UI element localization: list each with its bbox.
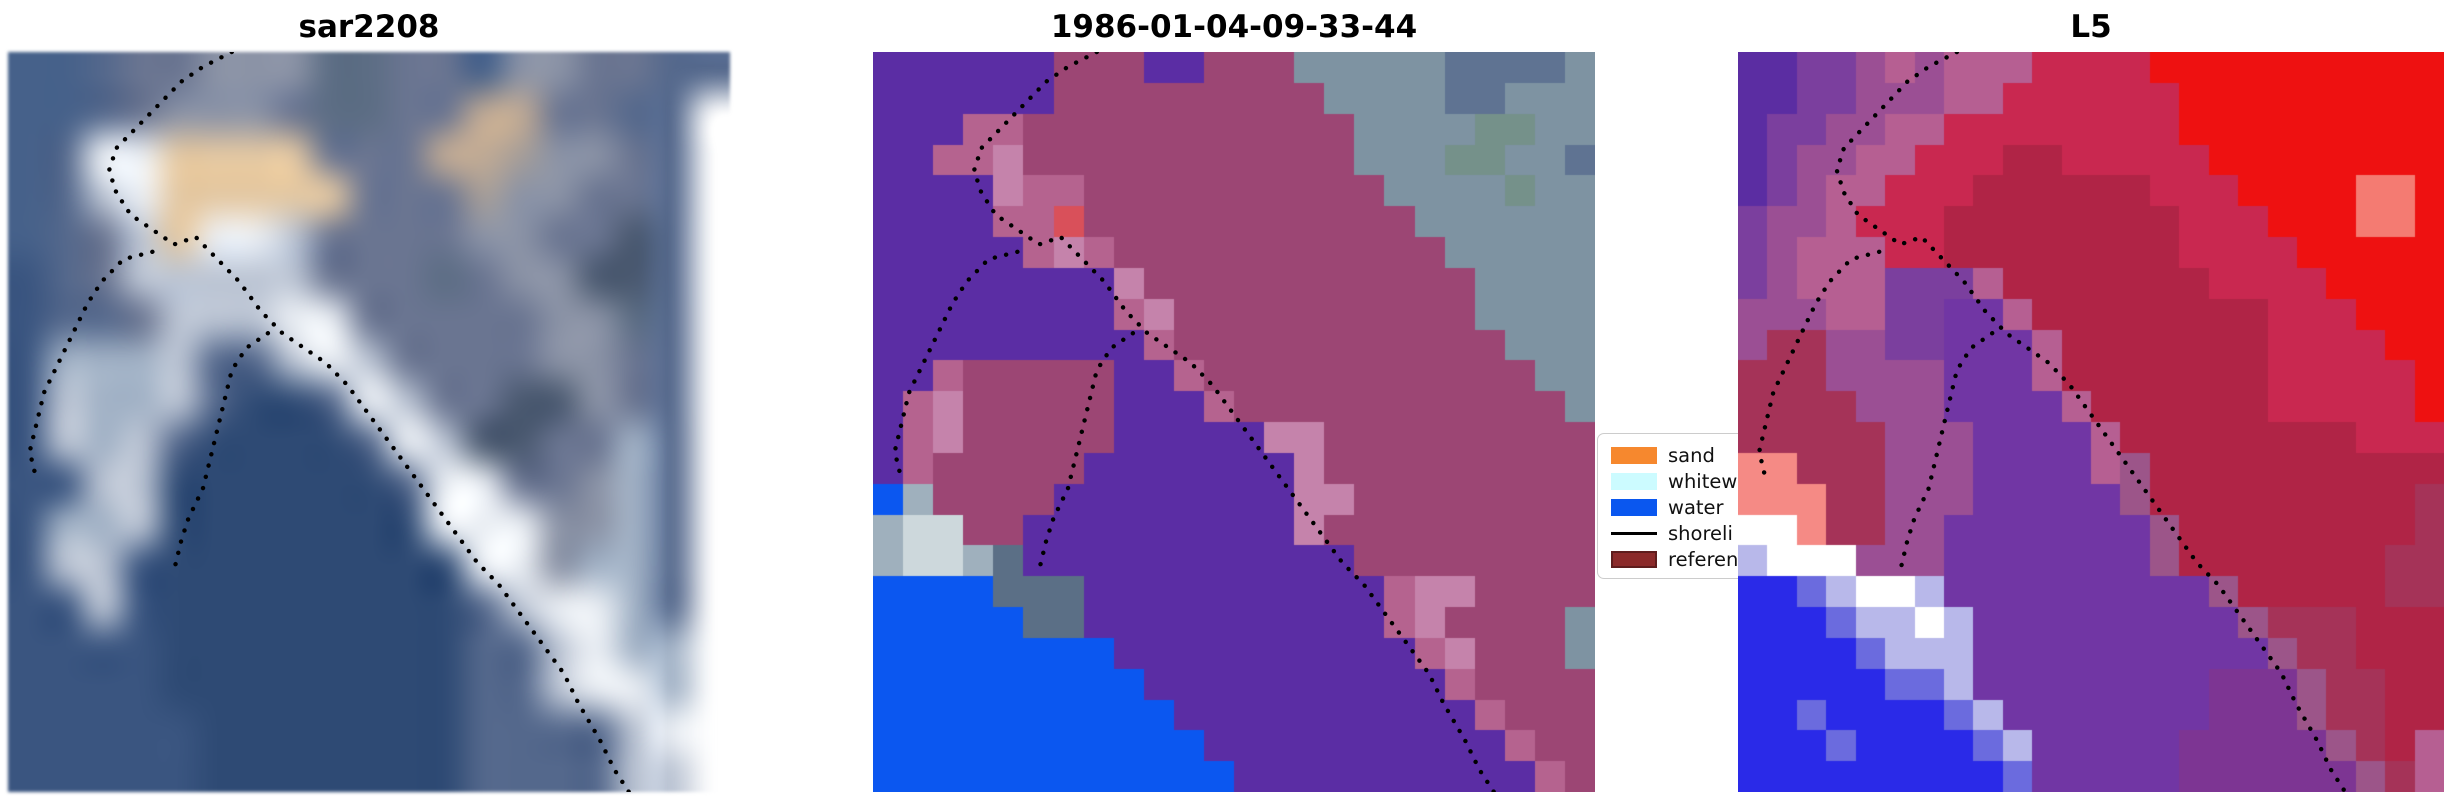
legend-label: referen — [1668, 548, 1739, 571]
shoreline-line-swatch — [1611, 532, 1657, 535]
panel-title-l5: L5 — [2070, 9, 2112, 45]
legend-item-sand: sand — [1611, 443, 1808, 468]
false-color-image-l5 — [1738, 52, 2444, 792]
water-swatch — [1611, 499, 1657, 516]
legend-label: water — [1668, 496, 1724, 519]
whitewater-swatch — [1611, 473, 1657, 490]
panel-title-date: 1986-01-04-09-33-44 — [1050, 9, 1418, 45]
satellite-image-sar2208 — [8, 52, 730, 792]
panel-classified-1986 — [873, 52, 1595, 792]
legend-item-shoreline: shoreli — [1611, 521, 1808, 546]
legend-item-whitewater: whitew — [1611, 469, 1808, 494]
legend-label: shoreli — [1668, 522, 1733, 545]
panel-sar2208 — [8, 52, 730, 792]
sand-swatch — [1611, 447, 1657, 464]
classified-image-1986 — [873, 52, 1595, 792]
reference-swatch — [1611, 551, 1657, 568]
panel-title-sar2208: sar2208 — [298, 9, 440, 45]
legend-label: whitew — [1668, 470, 1738, 493]
legend-item-reference: referen — [1611, 547, 1808, 572]
legend-label: sand — [1668, 444, 1715, 467]
panel-l5 — [1738, 52, 2444, 792]
legend-item-water: water — [1611, 495, 1808, 520]
